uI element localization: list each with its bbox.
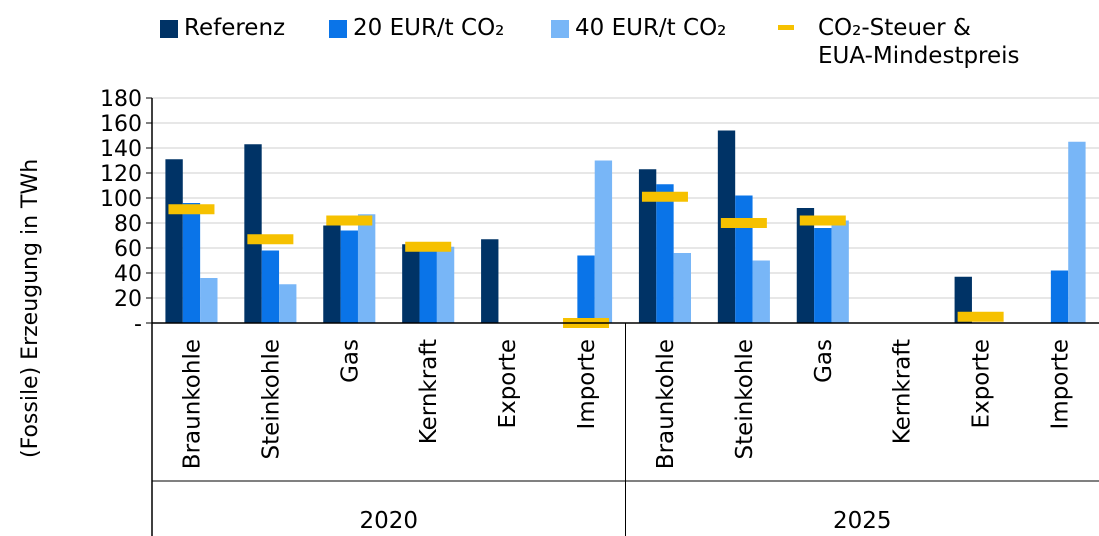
legend-label-20-eur: 20 EUR/t CO₂ <box>353 15 505 41</box>
bar <box>323 225 341 323</box>
y-tick-label: 40 <box>114 262 142 287</box>
bar <box>752 260 770 323</box>
category-label: Steinkohle <box>258 339 284 459</box>
bar <box>1068 141 1086 323</box>
legend-label-referenz: Referenz <box>184 15 286 41</box>
y-tick-label: - <box>134 312 142 337</box>
legend-item-referenz: Referenz <box>160 14 285 42</box>
marker <box>957 311 1004 322</box>
bar <box>200 278 218 323</box>
category-label: Braunkohle <box>653 339 679 469</box>
bar <box>279 284 297 323</box>
legend-swatch-referenz <box>160 20 178 38</box>
legend-swatch-40-eur <box>551 20 569 38</box>
legend-label-co2-steuer-line1: CO₂-Steuer & <box>818 15 971 41</box>
bar <box>814 228 832 323</box>
group-label: 2020 <box>359 508 418 534</box>
legend-label-40-eur: 40 EUR/t CO₂ <box>575 15 727 41</box>
bar <box>481 239 499 323</box>
marker <box>405 241 452 252</box>
bar <box>594 160 613 323</box>
bar <box>340 230 358 323</box>
bar <box>656 184 674 323</box>
legend-item-20-eur: 20 EUR/t CO₂ <box>329 14 504 42</box>
category-label: Kernkraft <box>890 339 916 444</box>
bar <box>735 195 753 323</box>
bar <box>402 244 420 323</box>
bar <box>244 144 262 323</box>
bar <box>577 255 595 323</box>
bar <box>638 169 657 323</box>
marker <box>720 218 767 228</box>
y-axis-label: (Fossile) Erzeugung in TWh <box>18 158 43 458</box>
legend-swatch-20-eur <box>329 20 347 38</box>
category-label: Exporte <box>969 339 995 428</box>
bar <box>165 159 183 323</box>
category-label: Steinkohle <box>732 339 758 459</box>
bar <box>419 246 437 323</box>
bar <box>182 203 201 323</box>
y-tick-label: 140 <box>100 137 142 162</box>
bar <box>796 208 815 323</box>
category-label: Importe <box>1048 339 1074 429</box>
category-label: Exporte <box>495 339 521 428</box>
legend-dash-co2-steuer <box>778 25 794 30</box>
bar <box>831 220 849 323</box>
category-label: Braunkohle <box>179 339 205 469</box>
category-label: Kernkraft <box>416 339 442 444</box>
category-label: Gas <box>337 339 363 383</box>
marker <box>799 215 846 226</box>
category-label: Importe <box>574 339 600 429</box>
legend-item-co2-steuer: CO₂-Steuer & EUA-Mindestpreis <box>778 14 1020 70</box>
y-tick-label: 120 <box>100 162 142 187</box>
y-tick-label: 180 <box>100 87 142 112</box>
legend-label-co2-steuer-line2: EUA-Mindestpreis <box>818 43 1020 69</box>
y-tick-label: 100 <box>100 187 142 212</box>
bar <box>673 253 692 323</box>
bar <box>436 246 455 323</box>
legend-item-40-eur: 40 EUR/t CO₂ <box>551 14 726 42</box>
marker <box>641 191 688 202</box>
bar <box>261 250 280 323</box>
category-label: Gas <box>811 339 837 383</box>
legend: Referenz 20 EUR/t CO₂ 40 EUR/t CO₂ CO₂-S… <box>0 14 1099 84</box>
marker <box>326 215 373 226</box>
marker <box>168 204 215 215</box>
bar <box>357 214 376 323</box>
y-tick-label: 20 <box>114 287 142 312</box>
y-tick-label: 60 <box>114 237 142 262</box>
group-label: 2025 <box>833 508 892 534</box>
bar <box>1050 270 1069 323</box>
marker <box>247 234 294 245</box>
y-tick-label: 160 <box>100 112 142 137</box>
bar <box>954 276 972 323</box>
y-tick-label: 80 <box>114 212 142 237</box>
